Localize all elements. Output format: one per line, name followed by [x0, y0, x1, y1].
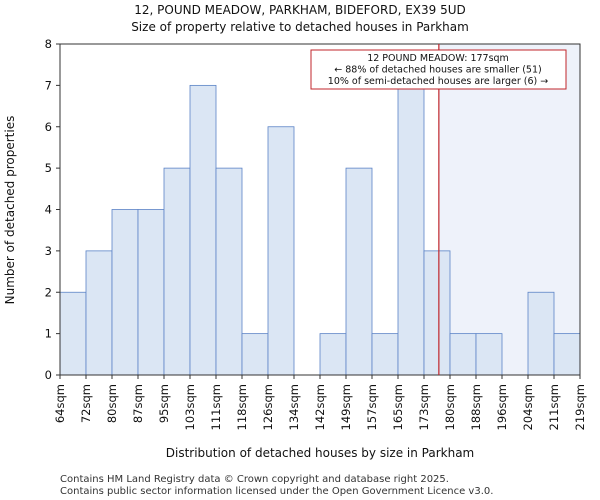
bar — [137, 209, 165, 376]
bar — [475, 333, 503, 376]
bar — [267, 126, 295, 376]
x-tick-label: 134sqm — [287, 384, 301, 430]
highlight-region — [438, 44, 580, 375]
annotation-line-3: 10% of semi-detached houses are larger (… — [328, 76, 548, 87]
x-tick-label: 188sqm — [469, 384, 483, 430]
highlight-region-layer — [438, 44, 580, 375]
x-tick-label: 95sqm — [157, 384, 171, 423]
x-tick-label: 219sqm — [573, 384, 587, 430]
x-tick-label: 196sqm — [495, 384, 509, 430]
annotation-line-1: 12 POUND MEADOW: 177sqm — [367, 53, 509, 64]
x-tick-label: 111sqm — [209, 384, 223, 430]
bar — [371, 333, 399, 376]
chart-title: 12, POUND MEADOW, PARKHAM, BIDEFORD, EX3… — [134, 3, 466, 17]
x-tick-label: 126sqm — [261, 384, 275, 430]
x-tick-label: 80sqm — [105, 384, 119, 423]
x-tick-label: 72sqm — [79, 384, 93, 423]
x-tick-label: 118sqm — [235, 384, 249, 430]
bar — [553, 333, 581, 376]
footer-line-1: Contains HM Land Registry data © Crown c… — [60, 474, 449, 485]
y-axis-label: Number of detached properties — [3, 116, 17, 305]
chart-subtitle: Size of property relative to detached ho… — [131, 20, 469, 34]
y-tick-label: 7 — [45, 78, 52, 92]
bar — [241, 333, 269, 376]
y-tick-label: 2 — [45, 285, 52, 299]
bar — [85, 250, 113, 376]
bar — [163, 167, 191, 376]
x-tick-label: 157sqm — [365, 384, 379, 430]
x-tick-label: 64sqm — [53, 384, 67, 423]
bar — [319, 333, 347, 376]
x-tick-label: 204sqm — [521, 384, 535, 430]
footer-line-2: Contains public sector information licen… — [60, 486, 493, 497]
annotation-box: 12 POUND MEADOW: 177sqm ← 88% of detache… — [310, 49, 567, 90]
x-tick-label: 165sqm — [391, 384, 405, 430]
x-axis-ticks: 64sqm 72sqm 80sqm 87sqm 95sqm 103sqm 111sqm 118… — [53, 375, 587, 430]
y-tick-label: 3 — [45, 244, 52, 258]
y-tick-label: 6 — [45, 120, 52, 134]
x-tick-label: 173sqm — [417, 384, 431, 430]
bar — [423, 250, 451, 376]
bar — [397, 84, 425, 376]
bar — [111, 209, 139, 376]
bar — [189, 84, 217, 376]
bar — [449, 333, 477, 376]
y-tick-label: 0 — [45, 368, 52, 382]
x-tick-label: 180sqm — [443, 384, 457, 430]
bar — [345, 167, 373, 376]
y-tick-label: 5 — [45, 161, 52, 175]
y-tick-label: 8 — [45, 37, 52, 51]
x-tick-label: 149sqm — [339, 384, 353, 430]
bar — [59, 291, 87, 376]
x-tick-label: 103sqm — [183, 384, 197, 430]
x-axis-label: Distribution of detached houses by size … — [166, 446, 474, 460]
y-tick-label: 4 — [45, 203, 52, 217]
bars-layer — [59, 84, 581, 376]
bar — [215, 167, 243, 376]
annotation-border — [310, 49, 567, 90]
x-tick-label: 87sqm — [131, 384, 145, 423]
annotation-line-2: ← 88% of detached houses are smaller (51… — [334, 65, 541, 76]
x-tick-label: 211sqm — [547, 384, 561, 430]
y-axis-ticks: 0 1 2 3 4 5 6 7 8 — [45, 37, 60, 382]
x-tick-label: 142sqm — [313, 384, 327, 430]
y-tick-label: 1 — [45, 327, 52, 341]
bar — [527, 291, 555, 376]
